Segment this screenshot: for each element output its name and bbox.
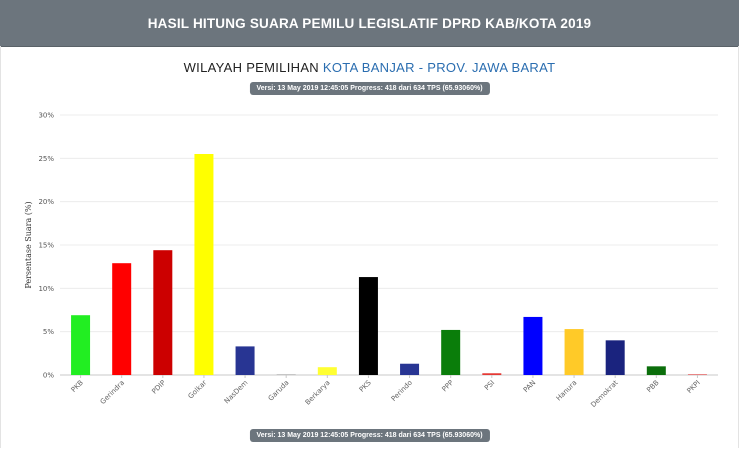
bar-ppp — [441, 329, 461, 375]
x-tick-label: Berkarya — [304, 379, 332, 407]
bar-pkpi — [687, 374, 707, 375]
x-tick-label: PBB — [645, 379, 661, 395]
bar-pbb — [646, 366, 666, 375]
x-tick-label: PAN — [522, 379, 537, 394]
bar-gerindra — [112, 263, 132, 375]
version-badge-top: Versi: 13 May 2019 12:45:05 Progress: 41… — [249, 82, 490, 95]
bar-demokrat — [605, 340, 625, 375]
subtitle-prefix: WILAYAH PEMILIHAN — [183, 60, 319, 75]
y-tick-label: 10% — [38, 285, 54, 293]
x-tick-label: Perindo — [390, 379, 414, 403]
bar-berkarya — [317, 367, 337, 375]
y-tick-label: 0% — [43, 372, 54, 380]
bar-hanura — [564, 329, 584, 375]
x-tick-label: PKPI — [686, 379, 702, 395]
bar-psi — [482, 373, 502, 375]
bar-pkb — [71, 315, 91, 375]
x-tick-label: PPP — [440, 379, 455, 394]
version-badge-bottom: Versi: 13 May 2019 12:45:05 Progress: 41… — [249, 429, 490, 442]
x-tick-label: PKB — [70, 379, 85, 394]
bar-nasdem — [235, 346, 255, 375]
region-link[interactable]: KOTA BANJAR - PROV. JAWA BARAT — [322, 60, 556, 75]
page-header: HASIL HITUNG SUARA PEMILU LEGISLATIF DPR… — [0, 0, 739, 47]
x-tick-label: NasDem — [223, 379, 250, 406]
x-tick-label: Gerindra — [99, 379, 126, 406]
y-axis-label: Persentase Suara (%) — [24, 201, 33, 288]
x-tick-label: PSI — [483, 379, 496, 392]
subtitle: WILAYAH PEMILIHAN KOTA BANJAR - PROV. JA… — [0, 60, 739, 75]
y-tick-label: 25% — [38, 155, 54, 163]
x-tick-label: PKS — [358, 378, 373, 393]
bar-pks — [358, 277, 378, 375]
x-tick-label: Demokrat — [589, 379, 619, 409]
y-tick-label: 20% — [38, 198, 54, 206]
x-tick-label: Golkar — [187, 379, 209, 401]
y-tick-label: 5% — [43, 328, 54, 336]
y-tick-label: 15% — [38, 242, 54, 250]
x-tick-label: Hanura — [555, 379, 579, 403]
bar-pdip — [153, 250, 173, 375]
x-tick-label: Garuda — [267, 379, 291, 403]
bar-garuda — [276, 374, 296, 375]
bar-golkar — [194, 154, 214, 375]
header-title: HASIL HITUNG SUARA PEMILU LEGISLATIF DPR… — [147, 15, 592, 31]
x-tick-label: PDIP — [150, 379, 167, 396]
bar-pan — [523, 316, 543, 375]
y-tick-label: 30% — [38, 112, 54, 120]
bar-perindo — [400, 363, 420, 375]
